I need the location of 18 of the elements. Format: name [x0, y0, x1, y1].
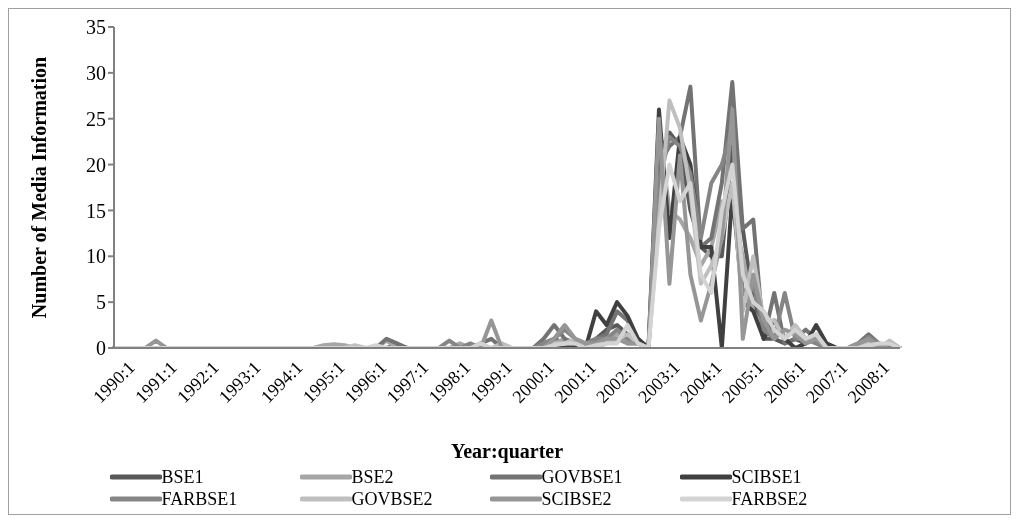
- y-axis-title: Number of Media Information: [28, 56, 51, 319]
- legend-label: GOVBSE2: [351, 488, 433, 510]
- legend-label: FARBSE1: [161, 488, 238, 510]
- legend-label: FARBSE2: [731, 488, 808, 510]
- y-tick-label: 25: [86, 107, 106, 130]
- legend-label: SCIBSE1: [731, 466, 802, 488]
- legend-label: GOVBSE1: [541, 466, 623, 488]
- y-tick-label: 5: [96, 291, 106, 314]
- legend-label: BSE2: [351, 466, 394, 488]
- y-tick-label: 35: [86, 16, 106, 39]
- y-tick-label: 20: [86, 153, 106, 176]
- y-tick-label: 10: [86, 245, 106, 268]
- legend-label: BSE1: [161, 466, 204, 488]
- y-tick-label: 30: [86, 61, 106, 84]
- legend-label: SCIBSE2: [541, 488, 612, 510]
- y-tick-label: 15: [86, 199, 106, 222]
- y-tick-label: 0: [96, 337, 106, 360]
- x-axis-title: Year:quarter: [450, 440, 564, 463]
